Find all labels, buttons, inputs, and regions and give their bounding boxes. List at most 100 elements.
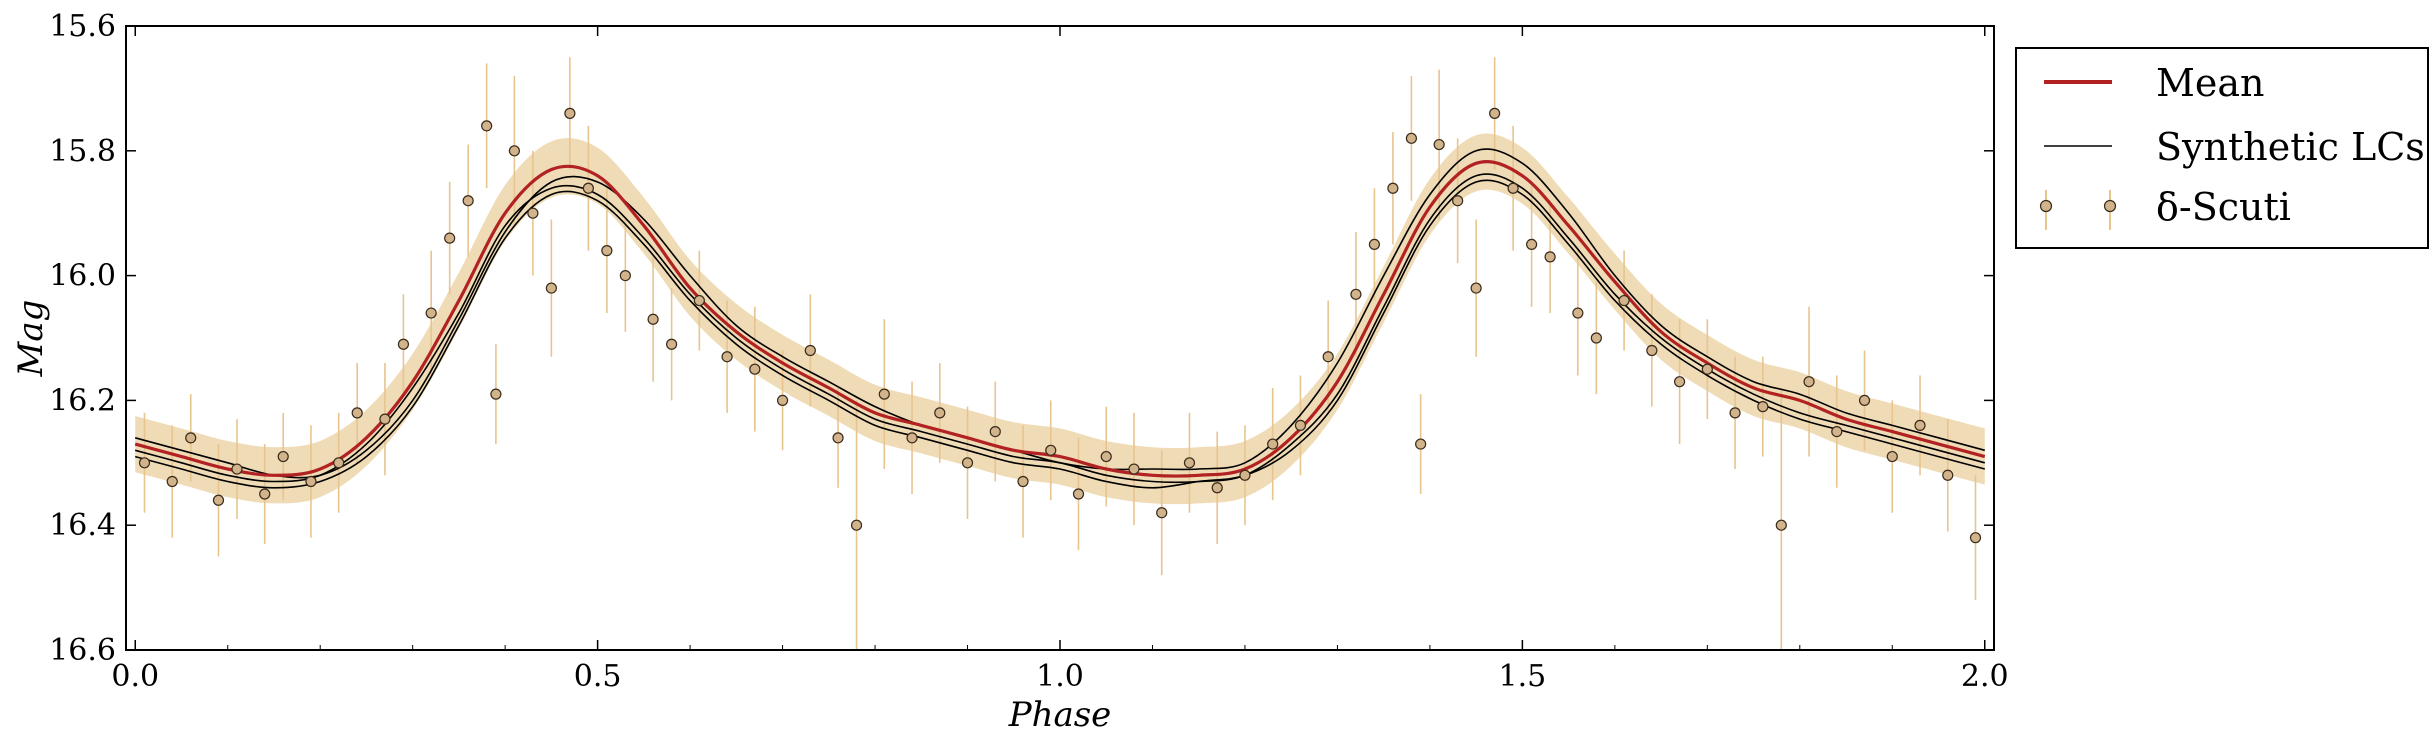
data-point — [1673, 376, 1686, 388]
data-point — [1017, 475, 1029, 488]
data-point — [1405, 132, 1418, 144]
data-point — [259, 488, 271, 500]
data-point — [1128, 463, 1140, 475]
data-point — [1452, 195, 1464, 207]
data-point — [1757, 401, 1769, 413]
data-point — [212, 494, 225, 506]
data-point — [490, 388, 502, 400]
legend-synthetic-label: Synthetic LCs — [2156, 125, 2425, 169]
data-point — [1526, 238, 1538, 250]
synthetic-lc-line-2 — [134, 148, 1986, 479]
data-point — [1239, 469, 1251, 481]
y-axis-title: Mag — [11, 300, 51, 378]
data-point — [1701, 363, 1713, 375]
legend-scuti-swatch — [2039, 190, 2117, 230]
data-point — [379, 413, 391, 425]
data-point — [1368, 238, 1381, 250]
data-point — [1100, 450, 1112, 463]
y-tick-label: 16.2 — [49, 383, 116, 418]
x-tick-label: 0.5 — [574, 659, 622, 694]
data-point — [462, 195, 474, 207]
data-point — [1544, 251, 1556, 263]
data-point — [1045, 444, 1057, 456]
data-point — [1415, 438, 1427, 450]
legend-scuti-label: δ-Scuti — [2156, 185, 2291, 229]
data-point — [1294, 419, 1307, 431]
data-point — [776, 394, 789, 406]
x-tick-label: 1.5 — [1499, 659, 1547, 694]
data-point — [666, 338, 678, 350]
data-point — [1507, 182, 1519, 194]
data-point — [619, 270, 631, 282]
mean-uncertainty-band — [135, 133, 1985, 505]
x-axis-title: Phase — [1008, 695, 1112, 735]
data-point — [1590, 332, 1602, 344]
data-point — [231, 463, 243, 475]
data-point — [1942, 469, 1954, 481]
data-point — [1322, 351, 1334, 363]
mean-band — [135, 133, 1985, 505]
legend-mean-label: Mean — [2156, 61, 2265, 105]
data-point — [1803, 376, 1815, 388]
data-point — [804, 344, 816, 357]
data-point — [1914, 419, 1926, 431]
data-point — [564, 107, 576, 119]
data-point — [934, 407, 946, 419]
data-point — [1350, 288, 1362, 300]
axes: 0.0 0.5 1.0 1.5 2.0 15.6 15.8 16.0 16.2 16.4 16.6 — [49, 9, 2008, 694]
data-point — [1072, 488, 1085, 500]
data-point — [878, 388, 890, 400]
data-point — [601, 245, 613, 257]
y-tick-label: 16.6 — [49, 633, 116, 668]
plot-frame — [125, 25, 1995, 651]
data-point — [305, 475, 317, 488]
light-curve-lines — [134, 148, 1986, 489]
y-tick-label: 16.0 — [49, 259, 116, 294]
data-point — [1267, 438, 1279, 450]
data-point — [444, 232, 456, 244]
data-point — [1572, 307, 1584, 319]
data-point — [850, 519, 863, 531]
data-point — [1618, 294, 1630, 307]
data-point — [1183, 457, 1196, 469]
y-tick-label: 15.8 — [49, 134, 116, 169]
data-point — [545, 282, 557, 294]
data-point — [647, 313, 659, 325]
data-point — [185, 432, 197, 444]
mean-line — [134, 159, 1986, 478]
data-point — [989, 426, 1001, 438]
data-point — [832, 432, 844, 444]
data-point — [138, 457, 151, 469]
y-tick-label: 15.6 — [49, 9, 116, 44]
data-point — [1646, 344, 1658, 357]
data-point — [527, 207, 539, 219]
data-point — [481, 120, 493, 132]
data-point — [961, 457, 974, 469]
data-point — [1156, 507, 1168, 519]
synthetic-lc-line-3 — [135, 179, 1985, 489]
y-tick-label: 16.4 — [49, 508, 116, 543]
x-tick-label: 2.0 — [1961, 659, 2009, 694]
data-point — [351, 407, 363, 419]
data-point — [582, 182, 594, 194]
data-point — [1858, 394, 1871, 406]
data-point — [1211, 482, 1223, 494]
x-tick-label: 0.0 — [111, 659, 159, 694]
data-point — [906, 432, 918, 444]
data-point — [1969, 532, 1982, 544]
data-point — [333, 457, 345, 469]
data-point — [721, 351, 733, 363]
data-point — [277, 450, 289, 463]
data-point — [1470, 282, 1482, 294]
data-point — [397, 338, 410, 350]
x-tick-label: 1.0 — [1036, 659, 1084, 694]
data-point — [1831, 426, 1843, 438]
legend: Mean Synthetic LCs δ-Scuti — [2015, 47, 2429, 249]
data-point — [749, 363, 761, 375]
data-point — [693, 294, 705, 307]
data-point — [508, 145, 520, 157]
data-point — [166, 475, 178, 488]
data-point — [1775, 519, 1787, 531]
data-point — [1886, 450, 1898, 463]
